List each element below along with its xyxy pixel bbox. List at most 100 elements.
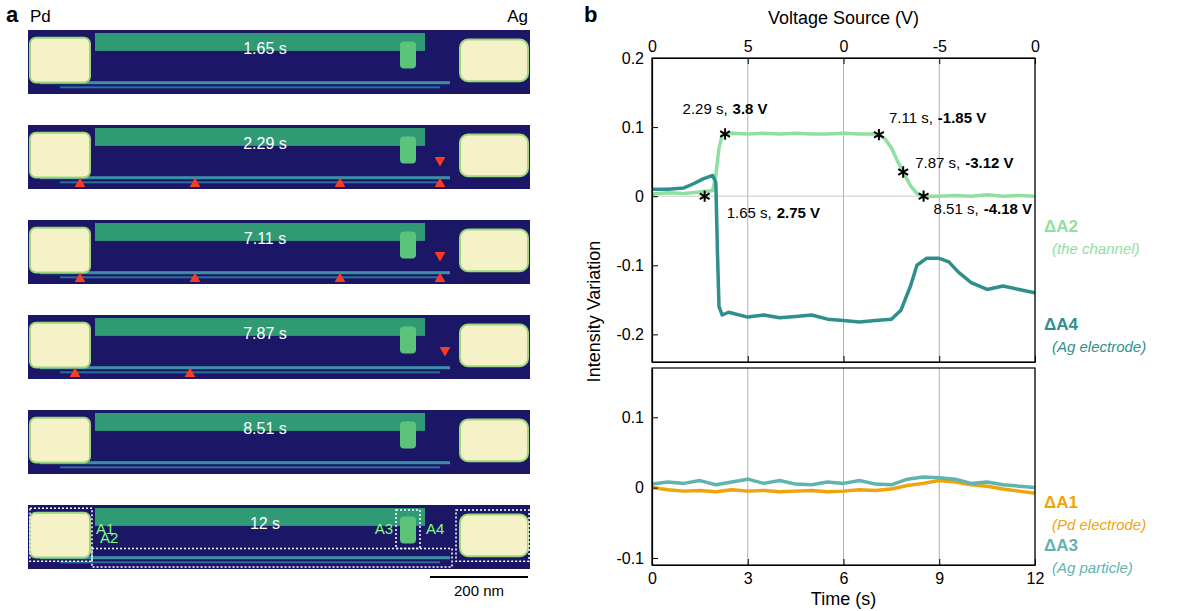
annotation-value: 3.8 V	[733, 100, 768, 117]
tick-mark	[748, 58, 749, 64]
tick-mark	[939, 559, 940, 565]
x-axis-tick	[844, 356, 845, 362]
x2-axis-tick: -5	[933, 38, 947, 64]
annotation-marker	[700, 191, 710, 202]
frame-time: 2.29 s	[243, 135, 287, 152]
frame-time: 7.11 s	[244, 230, 286, 247]
axis-title: Intensity Variation	[584, 241, 604, 383]
series-line	[652, 477, 1035, 488]
x2-axis-tick: 0	[840, 38, 849, 64]
tick-label: 0	[635, 188, 644, 205]
scale-bar-label: 200 nm	[454, 582, 504, 599]
x-axis-tick: 9	[935, 559, 944, 587]
arrow-marker	[435, 178, 446, 187]
particle	[400, 327, 416, 354]
electrode	[30, 513, 90, 558]
channel-line	[40, 556, 450, 559]
tick-label: 9	[935, 570, 944, 587]
annotation-value: -3.12 V	[965, 154, 1013, 171]
chart-panel: 0.20.10-0.1-0.2050-50Voltage Source (V)I…	[584, 2, 1146, 382]
tick-mark	[844, 58, 845, 64]
y-axis-line	[652, 59, 653, 363]
arrow-marker	[75, 178, 86, 187]
tick-label: 6	[840, 570, 849, 587]
tick-label: 5	[744, 38, 753, 55]
tick-mark	[844, 356, 845, 362]
x-axis-tick	[1035, 356, 1036, 362]
tick-label: 12	[1027, 570, 1045, 587]
tick-label: -0.1	[616, 257, 644, 274]
electrode-label: Pd	[30, 7, 51, 26]
channel-line	[40, 271, 450, 274]
y-axis-tick: 0	[635, 479, 658, 496]
frame-bg	[28, 410, 530, 474]
annotation-text: 7.87 s,	[915, 154, 960, 171]
x-axis-tick: 6	[840, 559, 849, 587]
arrow-marker	[190, 273, 201, 282]
electrode	[30, 133, 90, 178]
series-note: (the channel)	[1052, 240, 1140, 257]
tick-mark	[652, 196, 658, 197]
tick-mark	[939, 356, 940, 362]
channel-line	[60, 371, 440, 373]
electrode	[460, 325, 528, 367]
image-frame: 2.29 s	[28, 125, 530, 189]
grid-line	[747, 368, 748, 565]
series-note: (Pd electrode)	[1052, 516, 1146, 533]
electrode	[460, 230, 528, 272]
grid-line	[843, 58, 844, 362]
x-axis-tick	[652, 356, 653, 362]
annotation-marker	[874, 129, 884, 140]
frame-bg	[28, 315, 530, 379]
x-axis-line	[653, 362, 1036, 363]
particle	[400, 517, 416, 544]
tick-mark	[652, 417, 658, 418]
y-axis-tick: -0.2	[616, 326, 658, 343]
arrow-marker	[190, 178, 201, 187]
channel-line	[60, 181, 440, 183]
annotation-marker	[898, 166, 908, 177]
electrode	[460, 515, 528, 557]
channel-line	[40, 366, 450, 369]
y-axis-tick: 0.1	[622, 119, 658, 136]
frame-time: 12 s	[250, 515, 280, 532]
frame-time: 7.87 s	[243, 325, 287, 342]
electrode-label: Ag	[507, 7, 528, 26]
image-frame: 1.65 s	[28, 30, 530, 94]
x-axis-tick: 0	[648, 559, 657, 587]
particle	[400, 422, 416, 449]
frame-time: 1.65 s	[243, 40, 287, 57]
x-axis	[653, 356, 1036, 363]
y-axis-tick: 0.1	[622, 409, 658, 426]
tick-label: 0	[840, 38, 849, 55]
particle	[400, 137, 416, 164]
electrode	[30, 228, 90, 273]
tick-mark	[652, 127, 658, 128]
electrode	[460, 135, 528, 177]
tick-label: 0.2	[622, 50, 644, 67]
plot-frame	[652, 58, 1035, 362]
x-axis-tick: 12	[1027, 559, 1045, 587]
y-axis-line	[652, 369, 653, 566]
arrow-marker	[75, 273, 86, 282]
tick-label: -5	[933, 38, 947, 55]
electrode	[30, 38, 90, 83]
annotation-value: 2.75 V	[777, 204, 820, 221]
channel-line	[60, 561, 440, 563]
annotation: 1.65 s,2.75 V	[727, 204, 820, 221]
electrode	[30, 418, 90, 463]
axis-title: Voltage Source (V)	[768, 8, 919, 28]
channel-line	[60, 86, 440, 88]
region-label: A2	[100, 529, 118, 546]
series-label: ΔA1	[1044, 493, 1078, 512]
annotation-text: 7.11 s,	[889, 109, 933, 126]
x2-axis-tick: 5	[744, 38, 753, 64]
tick-mark	[748, 356, 749, 362]
electrode	[460, 40, 528, 82]
plot-area	[652, 133, 1035, 322]
region-box	[396, 510, 420, 548]
arrow-marker	[185, 368, 196, 377]
series-label: ΔA4	[1044, 315, 1078, 334]
tick-mark	[652, 356, 653, 362]
y-axis: 0.10-0.1	[616, 369, 658, 567]
